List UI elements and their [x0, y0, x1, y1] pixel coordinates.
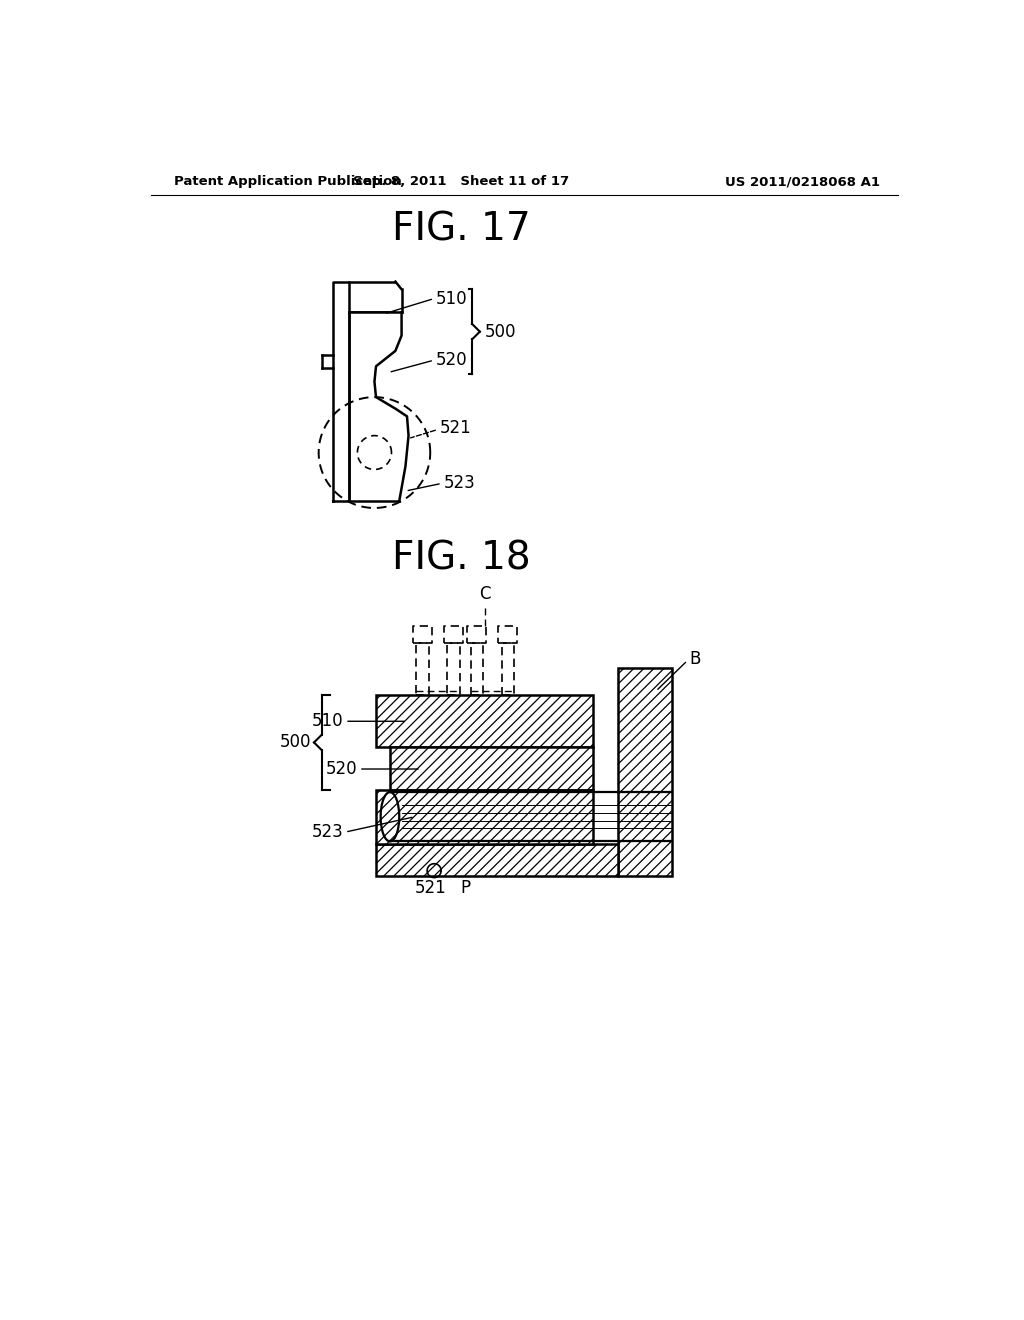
Text: 523: 523 [311, 824, 343, 841]
Text: P: P [460, 879, 470, 898]
Text: 521: 521 [415, 879, 446, 898]
Text: 520: 520 [326, 760, 357, 777]
Text: Sep. 8, 2011   Sheet 11 of 17: Sep. 8, 2011 Sheet 11 of 17 [353, 176, 569, 187]
Text: 510: 510 [435, 289, 467, 308]
Text: FIG. 18: FIG. 18 [392, 540, 530, 578]
Text: 523: 523 [443, 474, 475, 492]
Text: 500: 500 [280, 734, 311, 751]
Text: FIG. 17: FIG. 17 [392, 210, 530, 248]
Bar [376, 789, 593, 843]
Text: 500: 500 [484, 322, 516, 341]
Ellipse shape [381, 792, 399, 841]
Bar [376, 696, 593, 747]
Bar [390, 747, 593, 789]
Bar [376, 843, 617, 876]
Text: Patent Application Publication: Patent Application Publication [174, 176, 402, 187]
Bar [617, 668, 672, 876]
Text: B: B [689, 649, 700, 668]
Text: 510: 510 [312, 713, 343, 730]
Text: US 2011/0218068 A1: US 2011/0218068 A1 [725, 176, 880, 187]
Text: C: C [479, 585, 490, 603]
Text: 520: 520 [435, 351, 467, 370]
Text: 521: 521 [439, 418, 471, 437]
